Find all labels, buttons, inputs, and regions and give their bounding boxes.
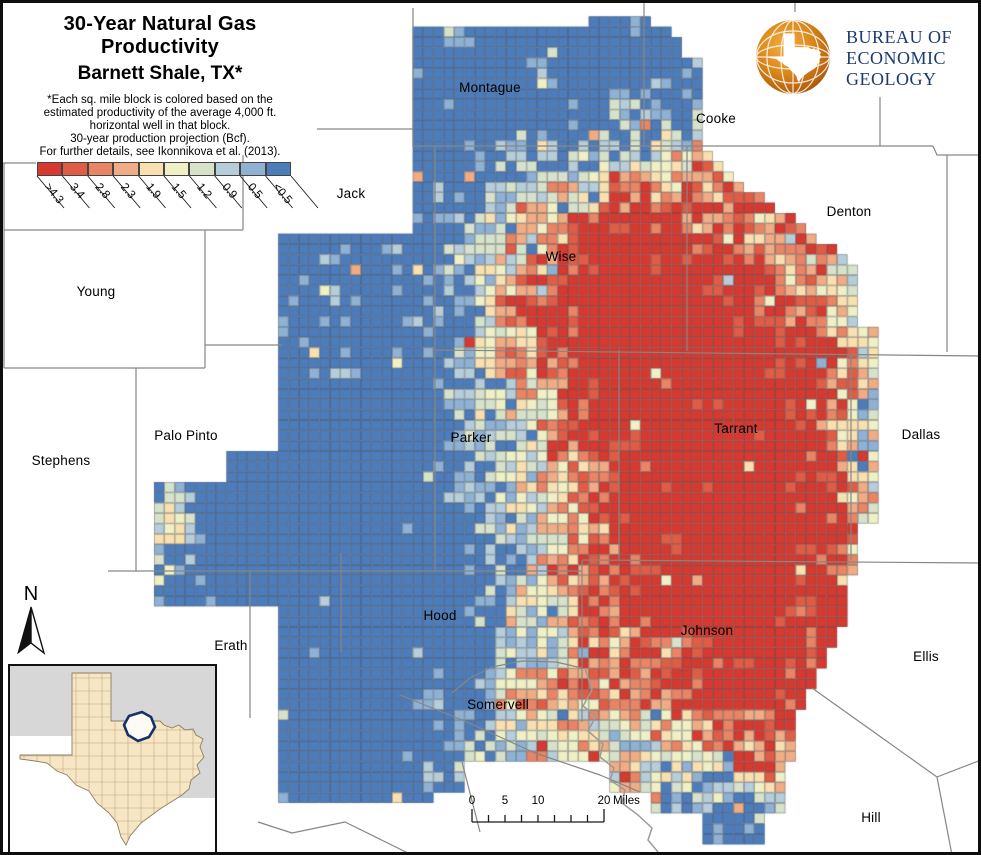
legend-swatch-0.5	[265, 162, 291, 176]
legend-swatch-0.5	[240, 162, 266, 176]
barnett-shale-outline	[122, 710, 157, 743]
county-boundary-line	[434, 349, 981, 357]
logo-line: ECONOMIC	[846, 47, 947, 68]
legend-leader-line	[214, 175, 243, 209]
legend-swatch-1.9	[138, 162, 164, 176]
title-block: 30-Year Natural Gas Productivity Barnett…	[3, 3, 317, 158]
county-label-hood: Hood	[423, 607, 457, 623]
county-label-johnson: Johnson	[680, 622, 734, 638]
scale-bar-ticks	[471, 809, 605, 823]
county-boundary-line	[257, 821, 413, 855]
legend-swatch-1.5	[163, 162, 190, 176]
texas-silhouette-icon	[768, 33, 822, 83]
county-label-somervell: Somervell	[467, 696, 529, 712]
legend-swatch-0.9	[214, 162, 241, 176]
note-line: 30-year production projection (Bcf).	[70, 133, 250, 145]
county-label-tarrant: Tarrant	[714, 420, 758, 436]
legend-leader-line	[239, 175, 268, 209]
county-label-palo-pinto: Palo Pinto	[154, 427, 218, 443]
legend-class-label: >4.3	[42, 181, 66, 206]
county-boundary-line	[399, 694, 641, 793]
texas-inset-svg	[10, 666, 215, 852]
north-arrow: N	[6, 584, 56, 664]
legend-leader-line	[163, 175, 192, 209]
county-label-ellis: Ellis	[913, 648, 939, 664]
legend-swatches	[37, 162, 317, 176]
scale-tick-label: 10	[532, 795, 545, 807]
legend-class-label: 0.5	[245, 181, 264, 201]
legend-leader-line	[62, 175, 90, 209]
beg-logo: BUREAU OF ECONOMIC GEOLOGY	[752, 16, 970, 100]
scale-bar: 0 5 10 20 Miles	[469, 795, 640, 823]
north-arrow-icon	[17, 606, 46, 655]
note-line: For further details, see Ikonnikova et a…	[39, 146, 281, 158]
scale-tick-label: 5	[502, 795, 508, 807]
legend-swatch-2.3	[113, 162, 139, 176]
note-line: horizontal well in that block.	[89, 120, 231, 132]
county-boundary-line	[581, 559, 981, 564]
legend-class-label: 1.9	[143, 181, 162, 201]
county-label-cooke: Cooke	[695, 110, 737, 126]
legend-class-label: 1.2	[194, 181, 213, 201]
county-boundary-line	[451, 660, 583, 694]
logo-line: BUREAU OF	[846, 26, 953, 47]
scale-unit-label: Miles	[613, 795, 640, 807]
legend-leader-line	[290, 175, 319, 209]
north-label: N	[23, 583, 39, 605]
legend-class-label: <0.5	[270, 181, 294, 206]
county-label-jack: Jack	[336, 185, 366, 201]
county-label-wise: Wise	[545, 248, 577, 264]
beg-globe-icon	[756, 20, 830, 94]
legend-leader-line	[265, 175, 293, 209]
legend-labels: >4.3 3.4 2.8 2.3 1.9 1.5 1.2 0.9 0.5 <0.5	[36, 175, 319, 209]
county-label-montague: Montague	[459, 79, 521, 95]
legend-class-label: 2.8	[93, 181, 112, 201]
county-boundary-line	[936, 776, 953, 855]
county-label-hill: Hill	[861, 809, 881, 825]
legend-swatch-3.4	[62, 162, 88, 176]
county-label-erath: Erath	[214, 637, 248, 653]
legend-leader-line	[138, 175, 166, 209]
county-boundary-line	[936, 759, 981, 778]
scale-tick-label: 0	[469, 795, 475, 807]
map-title: 30-Year Natural Gas Productivity	[63, 13, 257, 58]
county-label-dallas: Dallas	[901, 426, 941, 442]
logo-line: GEOLOGY	[846, 68, 937, 89]
county-label-parker: Parker	[450, 429, 492, 445]
legend-swatch-4.3	[37, 162, 63, 176]
note-line: estimated productivity of the average 4,…	[43, 107, 277, 119]
legend-class-label: 0.9	[220, 181, 239, 201]
legend-leader-line	[87, 175, 116, 209]
texas-state-shape	[19, 672, 205, 846]
legend-class-label: 2.3	[118, 181, 137, 201]
legend-class-label: 3.4	[67, 181, 87, 201]
county-label-stephens: Stephens	[31, 452, 91, 468]
county-boundary-line	[932, 145, 981, 156]
legend-leader-line	[189, 175, 217, 209]
note-line: *Each sq. mile block is colored based on…	[47, 94, 273, 106]
river-line	[582, 667, 659, 853]
county-boundary-line	[811, 687, 938, 778]
texas-inset-map	[8, 664, 217, 854]
county-label-young: Young	[76, 283, 116, 299]
county-label-denton: Denton	[826, 203, 872, 219]
legend-leader-line	[112, 175, 141, 209]
legend: >4.3 3.4 2.8 2.3 1.9 1.5 1.2 0.9 0.5 <0.5	[36, 162, 319, 234]
legend-swatch-2.8	[87, 162, 114, 176]
scale-tick-label: 20	[598, 795, 611, 807]
county-boundary-line	[461, 761, 481, 833]
map-subtitle: Barnett Shale, TX*	[77, 63, 243, 84]
legend-swatch-1.2	[189, 162, 215, 176]
legend-leader-line	[36, 175, 65, 209]
legend-class-label: 1.5	[169, 181, 188, 201]
map-note: *Each sq. mile block is colored based on…	[3, 94, 317, 159]
beg-logo-text: BUREAU OF ECONOMIC GEOLOGY	[846, 27, 952, 90]
